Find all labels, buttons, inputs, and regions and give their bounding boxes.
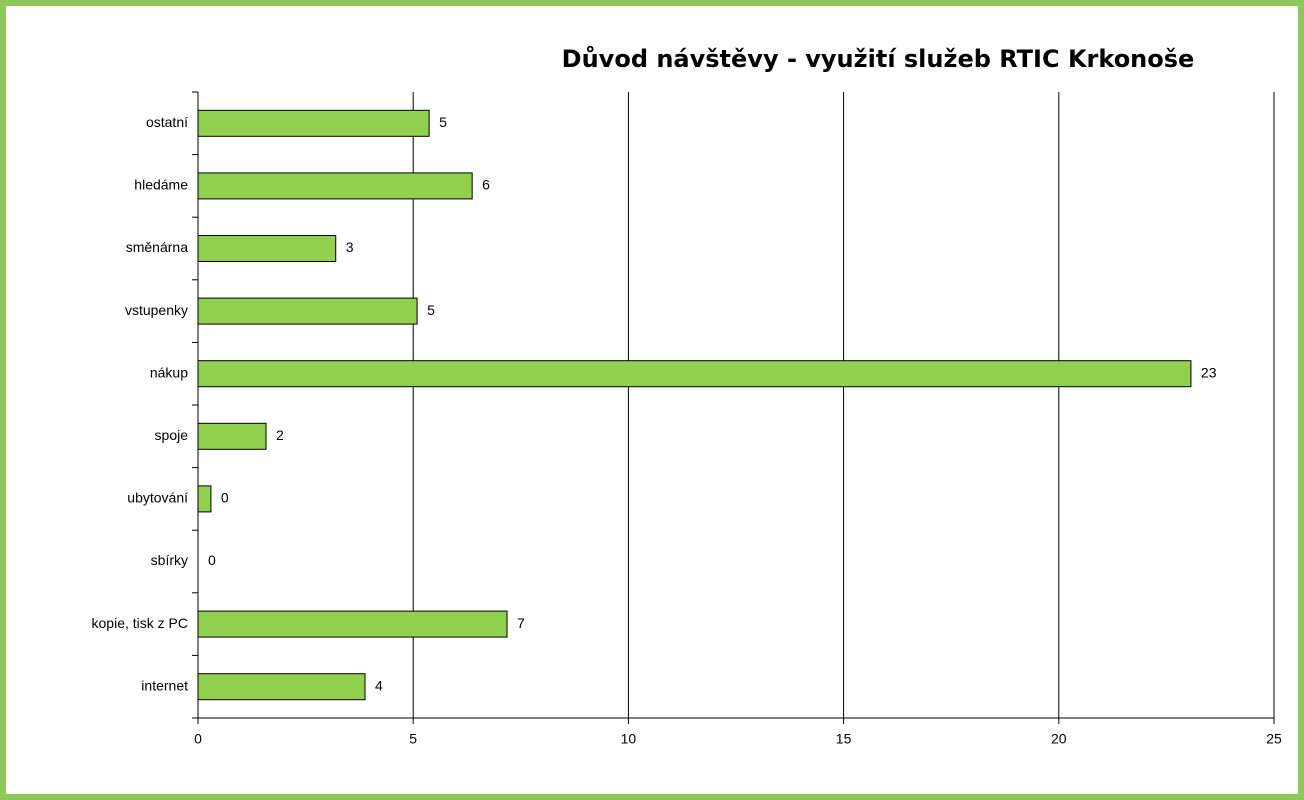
y-tick-label: směnárna [126, 239, 188, 255]
chart-title: Důvod návštěvy - využití služeb RTIC Krk… [562, 45, 1195, 73]
bar [197, 360, 1192, 388]
data-label: 0 [208, 552, 216, 568]
x-tick-label: 10 [621, 731, 637, 747]
data-label: 6 [482, 177, 490, 193]
y-tick-label: kopie, tisk z PC [92, 615, 188, 631]
x-tick-label: 5 [409, 731, 417, 747]
bar [197, 673, 366, 701]
data-label: 2 [276, 427, 284, 443]
bar [197, 109, 430, 137]
y-tick-label: hledáme [134, 177, 188, 193]
data-label: 4 [375, 677, 383, 693]
data-label: 23 [1201, 364, 1217, 380]
data-label: 3 [346, 239, 354, 255]
x-tick-label: 0 [194, 731, 202, 747]
y-tick-label: sbírky [151, 552, 188, 568]
bar [197, 610, 508, 638]
x-tick-label: 20 [1051, 731, 1067, 747]
y-tick-label: vstupenky [125, 302, 188, 318]
bar [197, 485, 212, 513]
data-label: 5 [439, 114, 447, 130]
data-label: 0 [221, 490, 229, 506]
bar [197, 172, 473, 200]
data-label: 7 [517, 615, 525, 631]
bar [197, 422, 267, 450]
bar [197, 297, 418, 325]
x-tick-label: 15 [836, 731, 852, 747]
y-tick-label: spoje [155, 427, 189, 443]
y-tick-label: ostatní [146, 114, 188, 130]
bar [197, 235, 337, 262]
y-tick-label: ubytování [127, 490, 188, 506]
x-tick-label: 25 [1266, 731, 1282, 747]
y-tick-label: internet [141, 677, 188, 693]
y-tick-label: nákup [150, 364, 188, 380]
data-label: 5 [427, 302, 435, 318]
